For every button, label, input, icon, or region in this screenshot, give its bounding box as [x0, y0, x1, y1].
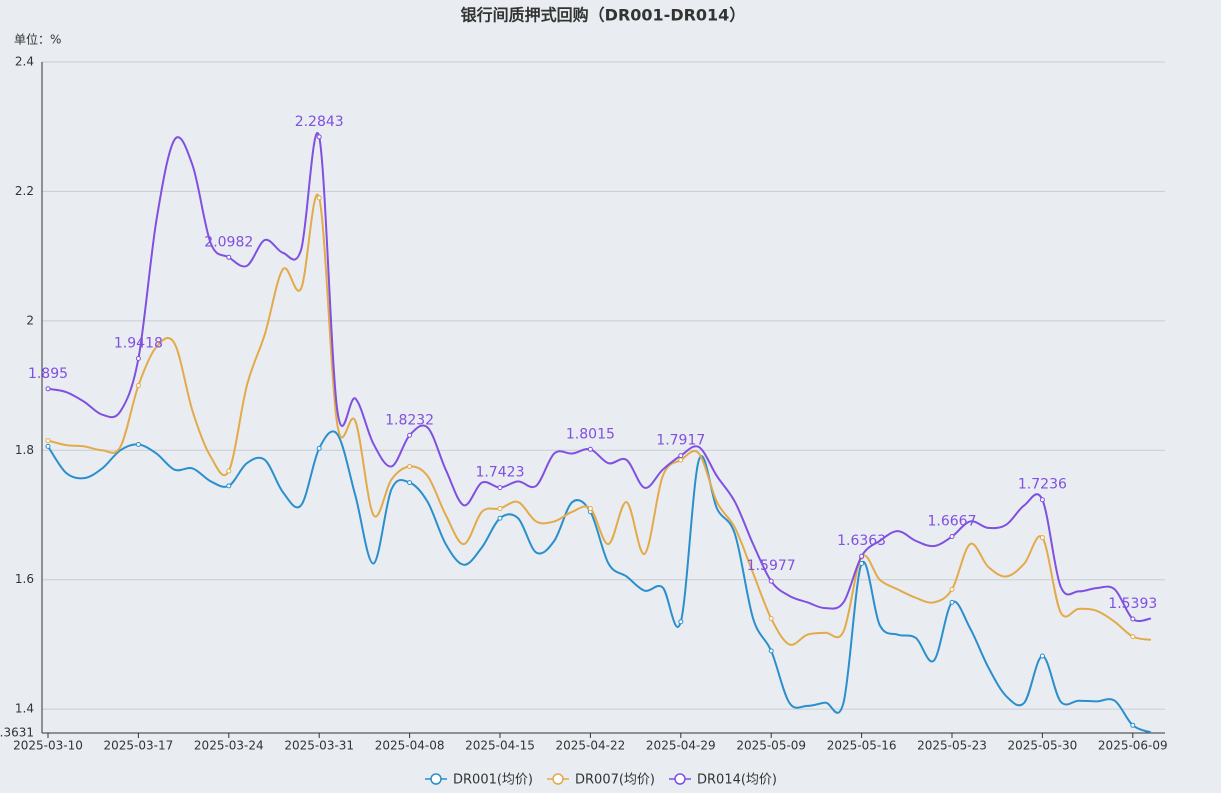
y-tick-label: 2.4	[15, 55, 34, 69]
chart-title: 银行间质押式回购（DR001-DR014）	[461, 6, 746, 25]
x-tick-label: 2025-05-23	[917, 739, 987, 753]
legend-label: DR001(均价)	[453, 773, 533, 788]
y-tick-label: 1.4	[15, 702, 34, 716]
point	[407, 480, 413, 486]
point	[587, 506, 593, 512]
point	[768, 578, 774, 584]
y-tick-label: 2	[26, 313, 34, 327]
point	[226, 468, 232, 474]
data-label: 1.5977	[747, 558, 796, 574]
point	[1039, 497, 1045, 503]
point	[497, 485, 503, 491]
x-tick-label: 2025-05-16	[827, 739, 897, 753]
x-tick-label: 2025-05-30	[1008, 739, 1078, 753]
x-tick-label: 2025-05-09	[736, 739, 806, 753]
unit-label: 单位：%	[14, 32, 61, 47]
point	[949, 599, 955, 605]
x-tick-label: 2025-04-22	[556, 739, 626, 753]
data-label: 1.8015	[566, 426, 615, 442]
point	[226, 254, 232, 260]
point	[1130, 634, 1136, 640]
point	[1130, 722, 1136, 728]
point	[859, 553, 865, 559]
point	[497, 506, 503, 512]
x-tick-label: 2025-04-29	[646, 739, 716, 753]
data-label: 1.895	[28, 366, 68, 382]
point	[497, 515, 503, 521]
point	[226, 483, 232, 489]
y-tick-label: 2.2	[15, 184, 34, 198]
point	[949, 534, 955, 540]
point	[45, 443, 51, 449]
data-label: 1.6667	[928, 514, 977, 530]
point	[1039, 653, 1045, 659]
data-label: 1.7236	[1018, 477, 1067, 493]
data-label: 2.0982	[204, 234, 253, 250]
point	[135, 356, 141, 362]
point	[45, 386, 51, 392]
x-tick-label: 2025-04-08	[375, 739, 445, 753]
data-label: 1.9418	[114, 336, 163, 352]
legend-label: DR014(均价)	[697, 773, 777, 788]
point	[768, 648, 774, 654]
point	[1039, 535, 1045, 541]
legend-marker	[674, 773, 686, 785]
point	[316, 445, 322, 451]
point	[949, 586, 955, 592]
x-tick-label: 2025-03-10	[13, 739, 83, 753]
point	[678, 457, 684, 463]
x-tick-label: 2025-03-31	[284, 739, 354, 753]
data-label: 1.7423	[476, 465, 525, 481]
point	[587, 446, 593, 452]
series-line	[47, 193, 1152, 646]
point	[316, 134, 322, 140]
point	[768, 616, 774, 622]
point	[678, 619, 684, 625]
series-line	[47, 430, 1152, 734]
point	[45, 438, 51, 444]
point	[407, 463, 413, 469]
point	[135, 383, 141, 389]
point	[407, 432, 413, 438]
x-tick-label: 2025-04-15	[465, 739, 535, 753]
data-label: 1.6363	[837, 533, 886, 549]
data-label: 1.8232	[385, 412, 434, 428]
point	[316, 195, 322, 201]
legend-marker	[430, 773, 442, 785]
y-tick-label: .3631	[0, 726, 34, 740]
data-label: 1.5393	[1108, 596, 1157, 612]
data-label: 1.7917	[656, 433, 705, 449]
data-label: 2.2843	[295, 114, 344, 130]
legend-label: DR007(均价)	[575, 773, 655, 788]
x-tick-label: 2025-06-09	[1098, 739, 1168, 753]
y-tick-label: 1.6	[15, 572, 34, 586]
x-tick-label: 2025-03-24	[194, 739, 264, 753]
point	[1130, 616, 1136, 622]
legend-marker	[552, 773, 564, 785]
y-tick-label: 1.8	[15, 443, 34, 457]
point	[678, 453, 684, 459]
x-tick-label: 2025-03-17	[104, 739, 174, 753]
point	[135, 441, 141, 447]
